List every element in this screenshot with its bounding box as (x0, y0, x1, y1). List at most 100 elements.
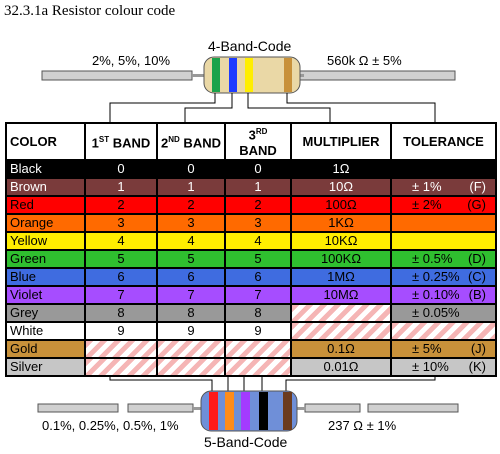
color-name-cell: Yellow (5, 231, 86, 252)
five-band-tolerance-range: 0.1%, 0.25%, 0.5%, 1% (42, 418, 179, 433)
header-band3: 3RD BAND (224, 121, 292, 162)
band3-cell: 4 (224, 231, 292, 252)
five-band-stripe-4 (259, 392, 268, 430)
band3-cell (224, 357, 292, 378)
table-row-brown: Brown 1 1 1 10Ω ± 1% (F) (5, 177, 497, 198)
band1-cell: 7 (84, 285, 158, 306)
color-name-cell: Silver (5, 357, 86, 378)
header-band1: 1ST BAND (84, 121, 158, 162)
band3-cell: 1 (224, 177, 292, 198)
color-name-cell: Gold (5, 339, 86, 360)
band2-cell: 0 (156, 159, 226, 180)
tolerance-letter-code: (C) (467, 269, 486, 285)
table-header-row: COLOR 1ST BAND 2ND BAND 3RD BAND MULTIPL… (5, 121, 497, 162)
band1-cell: 1 (84, 177, 158, 198)
table-row-gold: Gold 0.1Ω ± 5% (J) (5, 339, 497, 360)
table-row-silver: Silver 0.01Ω ± 10% (K) (5, 357, 497, 378)
band2-cell: 4 (156, 231, 226, 252)
four-band-lead-right (299, 70, 456, 81)
color-name-cell: Black (5, 159, 86, 180)
band1-cell: 3 (84, 213, 158, 234)
table-row-black: Black 0 0 0 1Ω (5, 159, 497, 180)
band1-cell: 5 (84, 249, 158, 270)
four-band-stripe-2 (229, 58, 237, 92)
band2-cell: 7 (156, 285, 226, 306)
multiplier-cell: 100KΩ (290, 249, 392, 270)
color-name-cell: Blue (5, 267, 86, 288)
tolerance-cell: ± 0.10% (B) (390, 285, 497, 306)
tolerance-value: ± 2% (412, 197, 442, 213)
header-color: COLOR (5, 121, 86, 162)
band3-cell: 8 (224, 303, 292, 324)
tolerance-letter-code: (K) (468, 359, 486, 375)
five-band-title: 5-Band-Code (204, 434, 288, 450)
tolerance-cell: ± 0.5% (D) (390, 249, 497, 270)
band3-cell: 9 (224, 321, 292, 342)
band1-cell: 4 (84, 231, 158, 252)
tolerance-cell (390, 231, 497, 252)
band3-cell: 6 (224, 267, 292, 288)
tolerance-letter-code: (B) (468, 287, 486, 303)
five-band-stripe-2 (225, 392, 234, 430)
tolerance-value: ± 5% (412, 341, 442, 357)
band3-cell: 5 (224, 249, 292, 270)
tolerance-cell: ± 10% (K) (390, 357, 497, 378)
band3-cell: 7 (224, 285, 292, 306)
four-band-example-value: 560k Ω ± 5% (327, 53, 402, 68)
tolerance-cell: ± 0.25% (C) (390, 267, 497, 288)
tolerance-value: ± 0.05% (412, 305, 460, 321)
tolerance-cell (390, 321, 497, 342)
color-name-cell: Red (5, 195, 86, 216)
multiplier-cell (290, 321, 392, 342)
figure-caption: 32.3.1a Resistor colour code (4, 3, 176, 19)
color-name-cell: Orange (5, 213, 86, 234)
four-band-wire-left (192, 74, 206, 77)
multiplier-cell: 1KΩ (290, 213, 392, 234)
multiplier-cell: 0.1Ω (290, 339, 392, 360)
band2-cell: 5 (156, 249, 226, 270)
four-band-lead-left-1 (41, 70, 193, 81)
band2-cell: 6 (156, 267, 226, 288)
tolerance-letter-code: (G) (467, 197, 486, 213)
band2-cell: 9 (156, 321, 226, 342)
color-code-table: COLOR 1ST BAND 2ND BAND 3RD BAND MULTIPL… (5, 121, 497, 378)
table-row-grey: Grey 8 8 8 ± 0.05% (5, 303, 497, 324)
five-band-stripe-1 (209, 392, 218, 430)
multiplier-cell (290, 303, 392, 324)
tolerance-value: ± 0.25% (412, 269, 460, 285)
table-row-violet: Violet 7 7 7 10MΩ ± 0.10% (B) (5, 285, 497, 306)
header-tolerance: TOLERANCE (390, 121, 497, 162)
band2-cell (156, 357, 226, 378)
five-band-stripe-5 (283, 392, 292, 430)
table-row-blue: Blue 6 6 6 1MΩ ± 0.25% (C) (5, 267, 497, 288)
tolerance-cell: ± 0.05% (390, 303, 497, 324)
table-row-yellow: Yellow 4 4 4 10KΩ (5, 231, 497, 252)
multiplier-cell: 1MΩ (290, 267, 392, 288)
multiplier-cell: 10KΩ (290, 231, 392, 252)
multiplier-cell: 100Ω (290, 195, 392, 216)
band2-cell: 1 (156, 177, 226, 198)
tolerance-value: ± 0.10% (412, 287, 460, 303)
band1-cell: 0 (84, 159, 158, 180)
four-band-stripe-4 (284, 58, 292, 92)
multiplier-cell: 10Ω (290, 177, 392, 198)
band2-cell: 8 (156, 303, 226, 324)
four-band-stripe-3 (245, 58, 253, 92)
multiplier-cell: 10MΩ (290, 285, 392, 306)
band3-cell: 2 (224, 195, 292, 216)
table-row-white: White 9 9 9 (5, 321, 497, 342)
five-band-example-value: 237 Ω ± 1% (328, 418, 397, 433)
tolerance-cell: ± 2% (G) (390, 195, 497, 216)
tolerance-value: ± 0.5% (412, 251, 453, 267)
table-row-orange: Orange 3 3 3 1KΩ (5, 213, 497, 234)
band1-cell (84, 357, 158, 378)
color-name-cell: Violet (5, 285, 86, 306)
band1-cell: 9 (84, 321, 158, 342)
color-name-cell: Brown (5, 177, 86, 198)
band1-cell: 8 (84, 303, 158, 324)
tolerance-cell (390, 213, 497, 234)
color-name-cell: Grey (5, 303, 86, 324)
four-band-title: 4-Band-Code (208, 38, 292, 54)
table-row-red: Red 2 2 2 100Ω ± 2% (G) (5, 195, 497, 216)
